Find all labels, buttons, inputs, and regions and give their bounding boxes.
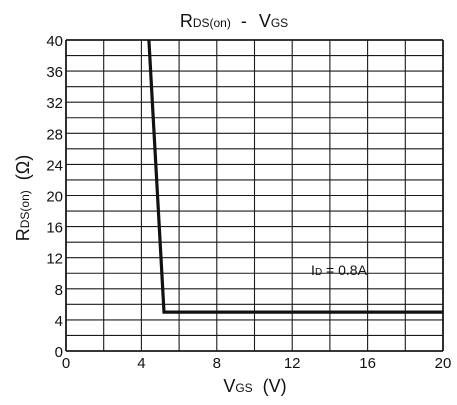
tick-labels: 0 4 8 12 16 20 0 4 8 12 16 20 24 28 32 36 40: [46, 33, 451, 372]
y-tick-label: 4: [55, 313, 63, 330]
x-tick-label: 0: [62, 355, 70, 372]
rdson-curve: [147, 39, 443, 314]
y-tick-label: 40: [46, 33, 63, 50]
x-tick-label: 16: [359, 355, 376, 372]
x-axis-label: VGS (V): [223, 376, 286, 396]
grid: [65, 39, 444, 352]
x-tick-label: 4: [137, 355, 145, 372]
y-tick-label: 12: [46, 251, 63, 268]
y-tick-label: 0: [55, 344, 63, 361]
y-tick-label: 32: [46, 95, 63, 112]
y-tick-label: 16: [46, 220, 63, 237]
y-tick-label: 8: [55, 282, 63, 299]
x-tick-label: 20: [435, 355, 452, 372]
x-tick-label: 12: [284, 355, 301, 372]
y-tick-label: 36: [46, 64, 63, 81]
y-axis-label: RDS(on)(Ω): [13, 155, 33, 241]
y-tick-label: 24: [46, 157, 63, 174]
y-tick-label: 28: [46, 126, 63, 143]
y-tick-label: 20: [46, 189, 63, 206]
id-annotation: ID = 0.8A: [311, 262, 368, 278]
chart-title: RDS(on) - VGS: [180, 11, 288, 31]
x-tick-label: 8: [213, 355, 221, 372]
series-layer: [147, 39, 443, 314]
